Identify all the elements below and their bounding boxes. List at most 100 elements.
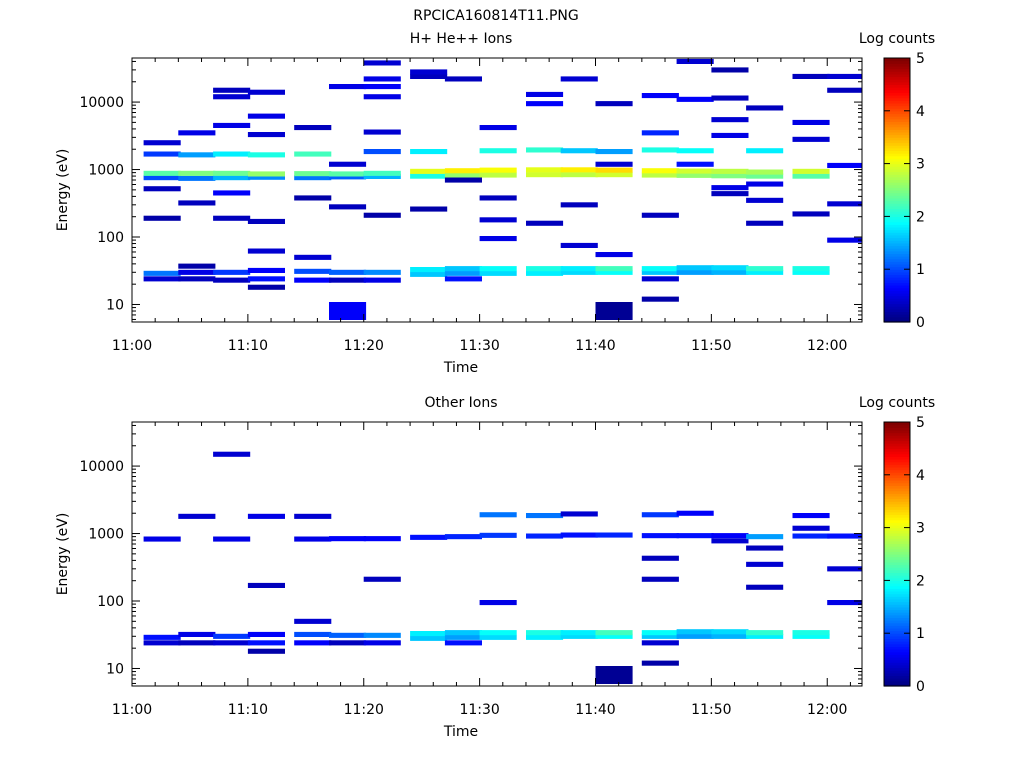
data-cell: [676, 265, 714, 271]
colorbar-segment: [884, 316, 910, 320]
colorbar-segment: [884, 108, 910, 112]
data-cell: [827, 73, 862, 79]
data-cell: [363, 277, 401, 283]
data-cell: [827, 201, 862, 207]
x-tick-label: 11:10: [228, 338, 268, 354]
data-cell: [143, 175, 181, 181]
data-cell: [294, 175, 332, 181]
colorbar-segment: [884, 474, 910, 479]
data-cell: [746, 173, 784, 179]
colorbar-segment: [884, 435, 910, 439]
colorbar-segment: [884, 124, 910, 128]
data-cell: [595, 532, 633, 538]
data-cell: [294, 171, 332, 177]
data-cell: [560, 148, 598, 154]
colorbar-segment: [884, 588, 910, 592]
data-cell: [641, 576, 679, 582]
data-cell: [595, 252, 633, 258]
data-cell: [792, 269, 830, 275]
data-cell: [711, 95, 749, 101]
data-cell: [827, 600, 862, 606]
data-cell: [560, 167, 598, 173]
colorbar-segment: [884, 633, 910, 637]
data-cell: [213, 122, 251, 128]
colorbar-segment: [884, 245, 910, 249]
data-cell: [641, 512, 679, 518]
colorbar-segment: [884, 683, 910, 687]
data-cell: [479, 532, 517, 538]
data-cell: [560, 633, 598, 639]
data-cell: [792, 211, 830, 217]
colorbar-segment: [884, 530, 910, 534]
x-axis-label: Time: [443, 360, 478, 376]
colorbar-segment: [884, 142, 910, 146]
data-cell: [746, 534, 784, 540]
colorbar-segment: [884, 213, 910, 217]
data-cell: [247, 132, 285, 138]
colorbar-segment: [884, 71, 910, 75]
colorbar-segment: [884, 102, 910, 107]
data-cell: [178, 200, 216, 206]
data-cell: [479, 148, 517, 154]
colorbar-segment: [884, 253, 910, 257]
data-cell: [213, 94, 251, 100]
colorbar-segment: [884, 596, 910, 600]
data-cell: [178, 631, 216, 637]
x-tick-label: 11:50: [691, 338, 731, 354]
colorbar-segment: [884, 651, 910, 655]
colorbar-segment: [884, 424, 910, 428]
data-cell: [827, 162, 862, 168]
data-cell: [526, 147, 564, 153]
colorbar-segment: [884, 163, 910, 167]
y-tick-label: 10000: [79, 95, 124, 111]
colorbar: 0 1 2 3 4 5 Log counts: [859, 31, 935, 331]
colorbar-segment: [884, 453, 910, 457]
colorbar-segment: [884, 155, 910, 159]
x-tick-label: 11:20: [344, 338, 384, 354]
data-cell: [676, 629, 714, 635]
colorbar-segment: [884, 195, 910, 199]
panel-title: Other Ions: [424, 395, 497, 411]
data-cell: [746, 105, 784, 111]
data-cell: [641, 640, 679, 646]
data-cell: [676, 168, 714, 174]
x-tick-label: 11:00: [112, 338, 152, 354]
data-cell: [363, 576, 401, 582]
colorbar-segment: [884, 561, 910, 566]
colorbar-segment: [884, 519, 910, 523]
data-cell: [143, 186, 181, 192]
colorbar-segment: [884, 590, 910, 595]
colorbar-tick-label: 3: [916, 521, 925, 537]
colorbar-segment: [884, 617, 910, 621]
data-cell: [178, 263, 216, 269]
data-cell: [247, 582, 285, 588]
x-tick-label: 11:10: [228, 702, 268, 718]
data-cell: [560, 266, 598, 272]
colorbar-tick-label: 5: [916, 415, 925, 431]
colorbar-tick-label: 4: [916, 468, 925, 484]
data-cell: [247, 174, 285, 180]
data-cell: [247, 276, 285, 282]
data-cell: [792, 73, 830, 79]
colorbar-segment: [884, 76, 910, 80]
colorbar-frame: [883, 421, 911, 687]
colorbar-segment: [884, 662, 910, 666]
colorbar-tick-label: 1: [916, 262, 925, 278]
data-cell: [479, 217, 517, 223]
data-cell: [560, 630, 598, 636]
data-cell: [444, 172, 482, 178]
data-cell: [410, 73, 448, 79]
data-cell: [410, 534, 448, 540]
colorbar-segment: [884, 680, 910, 684]
colorbar-segment: [884, 641, 910, 645]
data-cell: [560, 511, 598, 517]
colorbar-segment: [884, 503, 910, 508]
data-cell: [410, 168, 448, 174]
data-cell: [676, 58, 714, 64]
data-cell: [641, 168, 679, 174]
colorbar-segment: [884, 598, 910, 603]
data-cell: [560, 269, 598, 275]
data-cell: [363, 170, 401, 176]
colorbar-segment: [884, 493, 910, 497]
colorbar-segment: [884, 495, 910, 500]
